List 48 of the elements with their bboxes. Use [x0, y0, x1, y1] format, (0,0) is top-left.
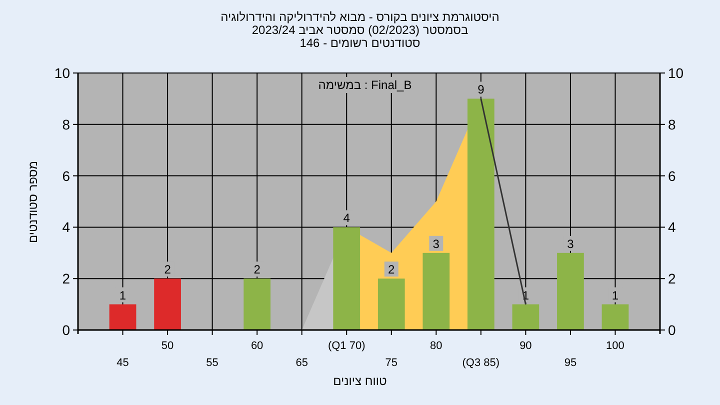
y-tick-label: 10: [54, 65, 70, 81]
y2-tick-label: 6: [668, 168, 676, 184]
bar: [512, 304, 540, 330]
text: סטודנטים רשומים - 146: [300, 36, 420, 50]
data-label: 1: [119, 288, 126, 302]
data-label: 3: [567, 236, 574, 251]
y2-tick-label: 0: [668, 322, 676, 338]
x-tick-label: 100: [606, 340, 624, 352]
y-tick-label: 2: [62, 270, 70, 287]
y-tick-label: 8: [62, 116, 70, 132]
x-tick-label: 95: [564, 357, 577, 369]
x-tick-label: 90: [520, 340, 532, 352]
y2-tick-label: 4: [668, 219, 676, 236]
bar: [244, 278, 271, 330]
chart-title: היסטוגרמת ציונים בקורס - מבוא להידרוליקה והידרולוגיה: [220, 10, 500, 24]
bar: [154, 278, 181, 330]
data-label: 2: [388, 262, 396, 277]
annotation: במשימה : Final_B: [318, 78, 412, 92]
data-label: 2: [164, 262, 172, 277]
x-tick-label: 50: [161, 340, 174, 352]
x-tick-label: (Q1 70): [328, 340, 366, 352]
x-tick-label: 75: [385, 357, 398, 369]
bar: [467, 98, 494, 330]
y-axis-title: מספר סטודנטים: [26, 160, 40, 244]
x-tick-label: 80: [430, 340, 442, 352]
y2-tick-label: 10: [668, 65, 684, 81]
bar: [602, 304, 629, 330]
y-tick-label: 4: [62, 219, 70, 236]
data-label: 4: [343, 211, 350, 226]
x-tick-label: 65: [296, 357, 308, 369]
chart-subtitle: בסמסטר (02/2023) סמסטר אביב 2023/24: [252, 23, 468, 37]
y-tick-label: 6: [62, 168, 70, 184]
bar: [557, 252, 584, 330]
data-label: 3: [432, 236, 440, 251]
bar: [109, 304, 136, 330]
data-label: 1: [612, 288, 619, 302]
bar: [378, 278, 405, 330]
data-label: 9: [478, 82, 485, 97]
x-tick-label: 60: [250, 340, 264, 352]
y-tick-label: 0: [62, 322, 70, 338]
data-label: 2: [254, 262, 261, 277]
bar: [422, 252, 450, 330]
y2-tick-label: 2: [668, 270, 676, 287]
x-tick-label: (Q3 85): [462, 357, 500, 369]
y2-tick-label: 8: [668, 116, 676, 132]
x-tick-label: 45: [116, 357, 129, 369]
x-tick-label: 55: [206, 357, 218, 369]
x-axis-title: טווח ציונים: [333, 374, 388, 388]
